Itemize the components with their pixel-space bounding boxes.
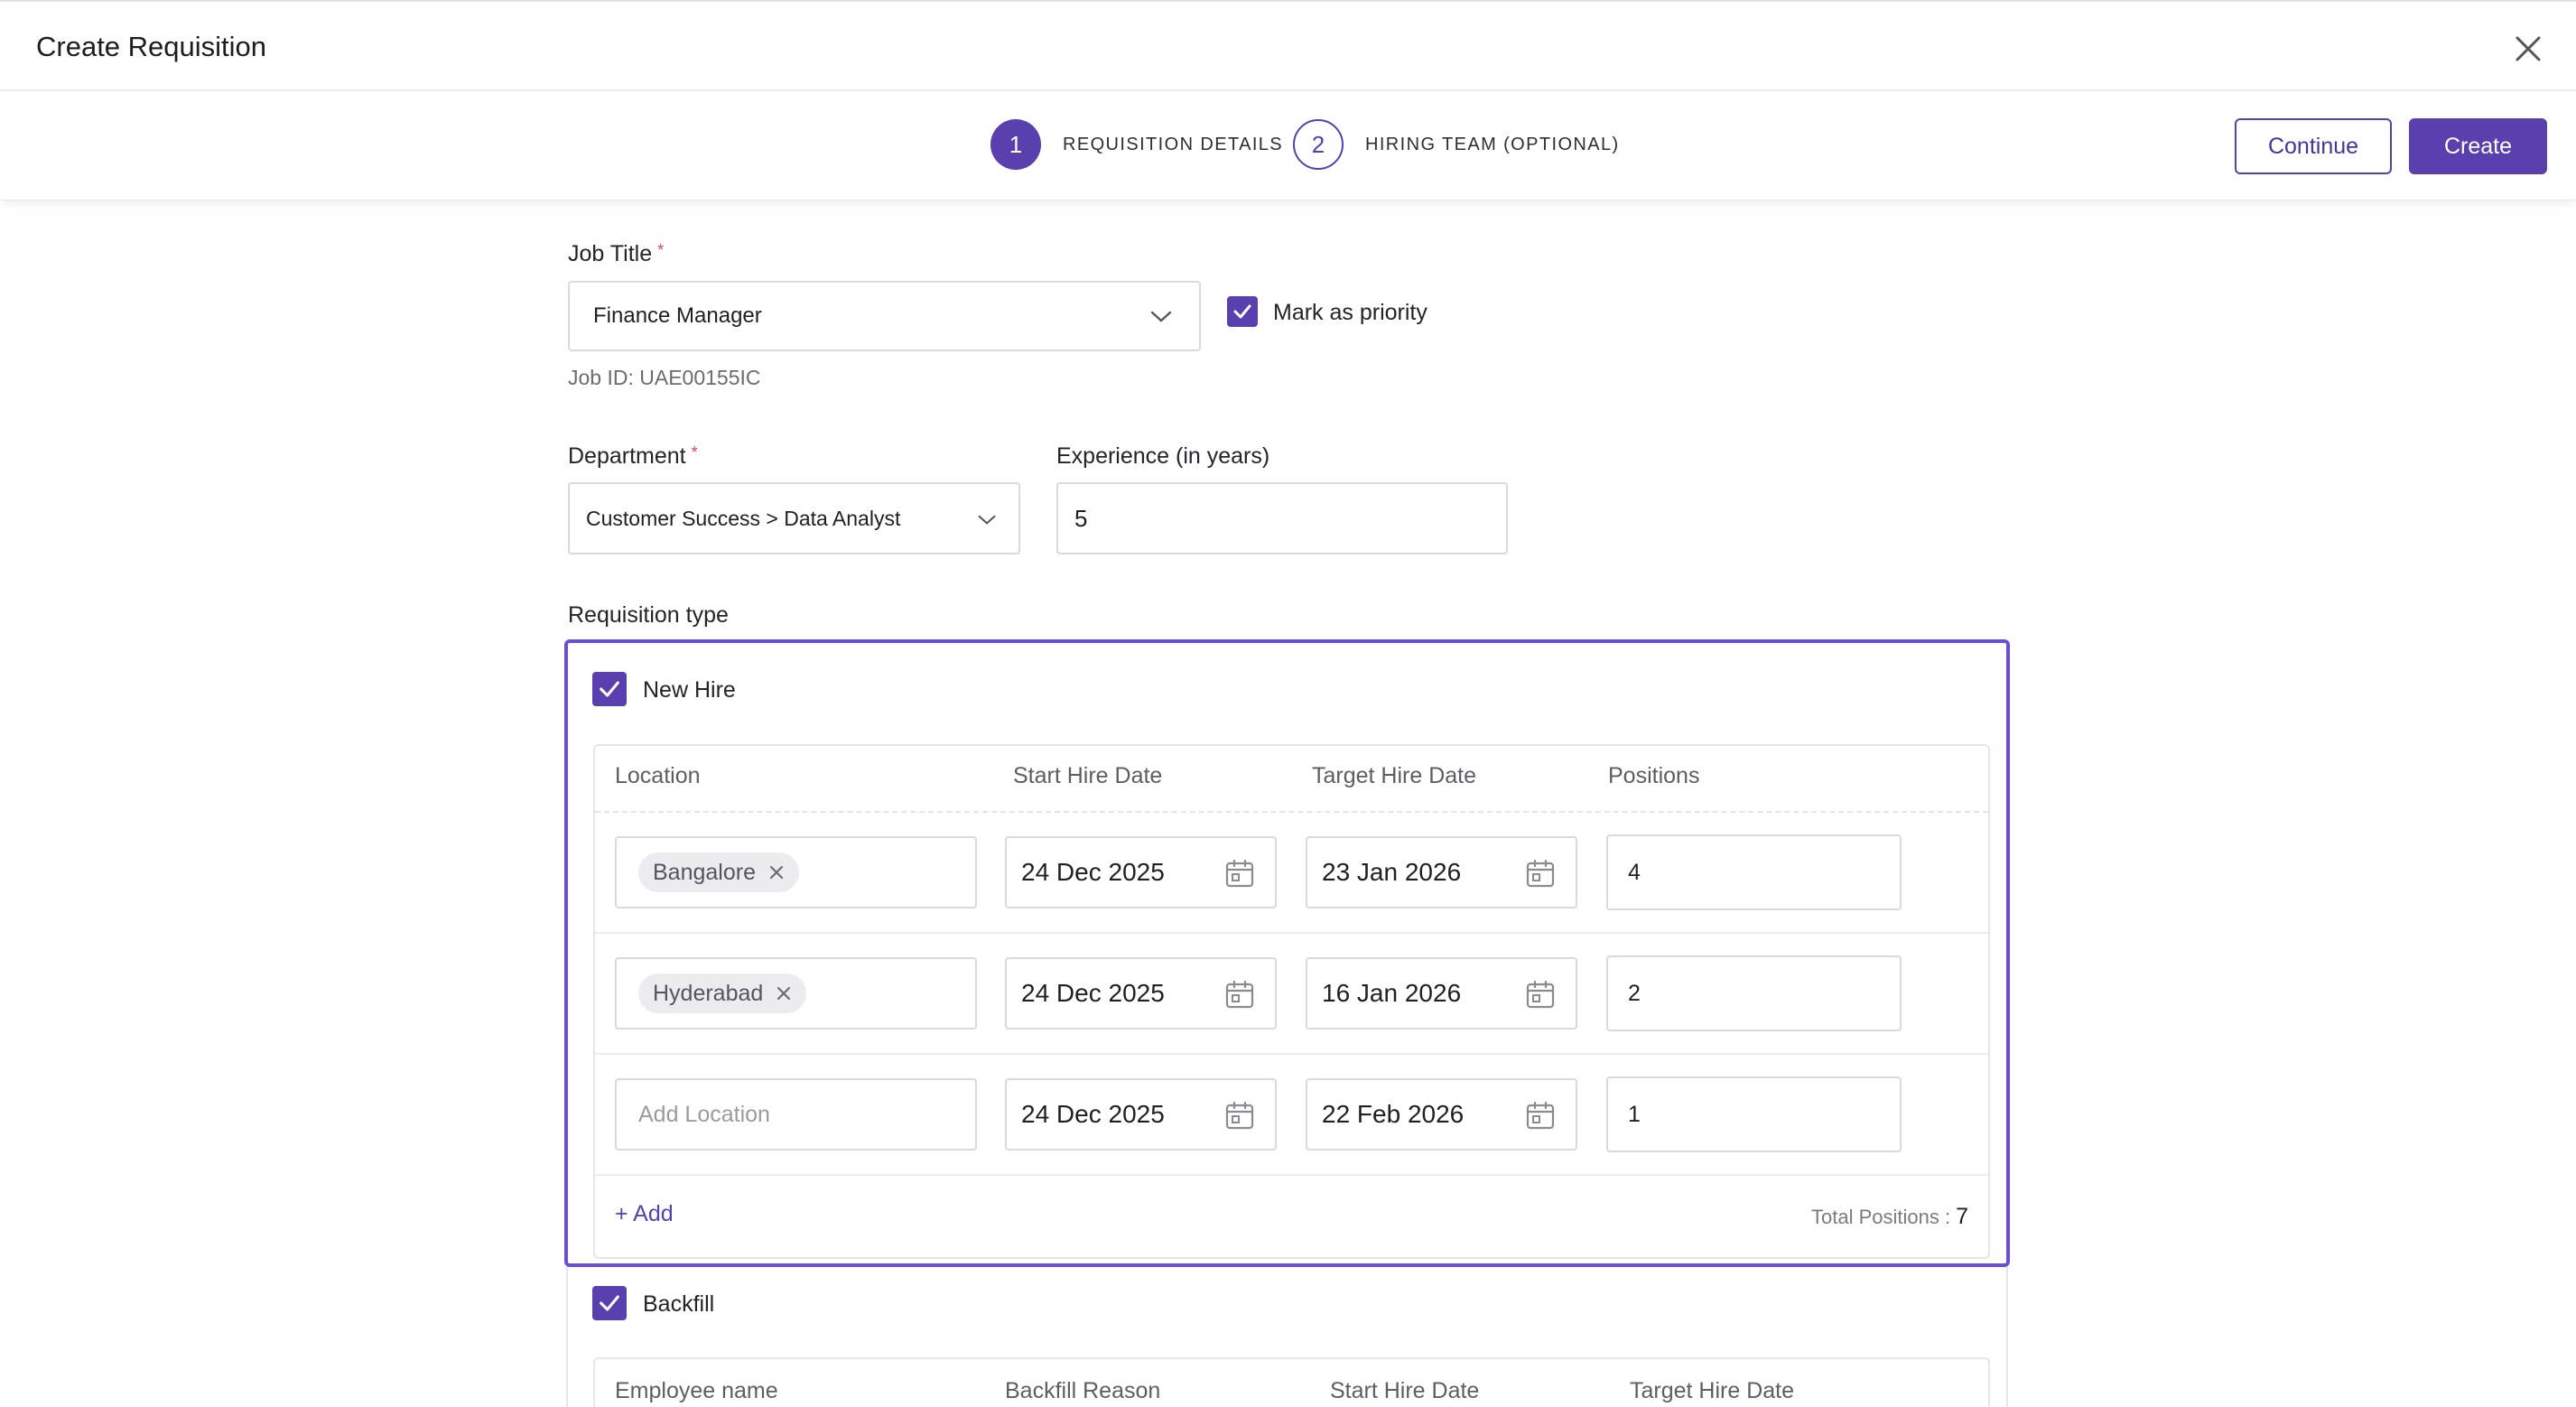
remove-chip-icon[interactable] — [767, 862, 786, 882]
positions-input[interactable]: 1 — [1606, 1076, 1902, 1152]
step-hiring-team[interactable]: 2 HIRING TEAM (OPTIONAL) — [1293, 118, 1620, 171]
modal-title: Create Requisition — [36, 31, 267, 62]
experience-value: 5 — [1074, 504, 1088, 532]
close-icon[interactable] — [2510, 31, 2546, 67]
new-hire-label: New Hire — [643, 677, 736, 703]
column-header-start-date: Start Hire Date — [1013, 763, 1163, 788]
calendar-icon[interactable] — [1224, 858, 1255, 889]
target-hire-date-value: 16 Jan 2026 — [1322, 979, 1462, 1007]
start-hire-date-value: 24 Dec 2025 — [1021, 979, 1165, 1007]
target-hire-date-value: 23 Jan 2026 — [1322, 858, 1462, 886]
total-positions: Total Positions :7 — [1811, 1204, 1968, 1230]
continue-button[interactable]: Continue — [2235, 118, 2392, 174]
chevron-down-icon — [1150, 311, 1172, 322]
experience-label: Experience (in years) — [1056, 443, 1270, 469]
required-marker: * — [657, 241, 665, 259]
department-select[interactable]: Customer Success > Data Analyst — [568, 482, 1020, 554]
remove-chip-icon[interactable] — [774, 983, 794, 1003]
row-divider — [595, 1174, 1988, 1176]
total-positions-label: Total Positions : — [1811, 1206, 1951, 1228]
start-hire-date-input[interactable]: 24 Dec 2025 — [1005, 957, 1277, 1030]
new-hire-checkbox[interactable] — [592, 672, 627, 706]
positions-value: 1 — [1628, 1101, 1641, 1127]
job-title-label-text: Job Title — [568, 241, 653, 266]
target-hire-date-input[interactable]: 23 Jan 2026 — [1306, 836, 1577, 908]
row-divider — [595, 932, 1988, 934]
create-button[interactable]: Create — [2409, 118, 2547, 174]
job-title-select[interactable]: Finance Manager — [568, 281, 1201, 351]
chevron-down-icon — [978, 515, 996, 525]
check-icon — [1233, 304, 1251, 319]
positions-value: 4 — [1628, 859, 1641, 885]
experience-input[interactable]: 5 — [1056, 482, 1508, 554]
job-title-value: Finance Manager — [593, 303, 762, 328]
target-hire-date-value: 22 Feb 2026 — [1322, 1100, 1465, 1128]
column-header-employee-name: Employee name — [615, 1378, 778, 1403]
stepper-bar: 1 REQUISITION DETAILS 2 HIRING TEAM (OPT… — [0, 91, 2576, 200]
total-positions-value: 7 — [1956, 1204, 1968, 1229]
calendar-icon[interactable] — [1525, 979, 1556, 1010]
header-divider — [595, 811, 1988, 813]
job-id-text: Job ID: UAE00155IC — [568, 366, 761, 389]
step-number: 1 — [990, 119, 1041, 170]
requisition-type-label: Requisition type — [568, 602, 729, 628]
calendar-icon[interactable] — [1224, 979, 1255, 1010]
job-title-label: Job Title * — [568, 241, 664, 267]
start-hire-date-input[interactable]: 24 Dec 2025 — [1005, 1078, 1277, 1151]
column-header-target-date: Target Hire Date — [1312, 763, 1477, 788]
priority-checkbox[interactable] — [1227, 296, 1258, 327]
backfill-table — [593, 1357, 1990, 1407]
calendar-icon[interactable] — [1224, 1100, 1255, 1131]
department-label-text: Department — [568, 443, 686, 469]
start-hire-date-value: 24 Dec 2025 — [1021, 858, 1165, 886]
positions-input[interactable]: 2 — [1606, 955, 1902, 1031]
start-hire-date-input[interactable]: 24 Dec 2025 — [1005, 836, 1277, 908]
check-icon — [600, 681, 619, 697]
location-placeholder: Add Location — [638, 1101, 770, 1127]
required-marker: * — [691, 443, 698, 461]
location-input[interactable]: Add Location — [615, 1078, 977, 1151]
step-label: HIRING TEAM (OPTIONAL) — [1365, 134, 1620, 154]
add-location-button[interactable]: + Add — [615, 1201, 674, 1226]
location-chip-label: Hyderabad — [653, 980, 764, 1006]
row-divider — [595, 1053, 1988, 1055]
location-input[interactable]: Hyderabad — [615, 957, 977, 1030]
calendar-icon[interactable] — [1525, 1100, 1556, 1131]
positions-input[interactable]: 4 — [1606, 834, 1902, 910]
location-chip-label: Bangalore — [653, 859, 756, 885]
backfill-label: Backfill — [643, 1291, 715, 1317]
department-value: Customer Success > Data Analyst — [586, 506, 901, 530]
step-number: 2 — [1293, 119, 1344, 170]
target-hire-date-input[interactable]: 16 Jan 2026 — [1306, 957, 1577, 1030]
column-header-backfill-reason: Backfill Reason — [1005, 1378, 1161, 1403]
positions-value: 2 — [1628, 980, 1641, 1006]
target-hire-date-input[interactable]: 22 Feb 2026 — [1306, 1078, 1577, 1151]
location-input[interactable]: Bangalore — [615, 836, 977, 908]
modal-header: Create Requisition — [0, 0, 2576, 91]
calendar-icon[interactable] — [1525, 858, 1556, 889]
department-label: Department * — [568, 443, 698, 470]
priority-label: Mark as priority — [1273, 300, 1427, 325]
column-header-start-date: Start Hire Date — [1330, 1378, 1480, 1403]
check-icon — [600, 1295, 619, 1311]
location-chip: Hyderabad — [638, 974, 807, 1013]
location-chip: Bangalore — [638, 853, 799, 892]
column-header-location: Location — [615, 763, 701, 788]
step-label: REQUISITION DETAILS — [1063, 134, 1284, 154]
column-header-target-date: Target Hire Date — [1630, 1378, 1795, 1403]
start-hire-date-value: 24 Dec 2025 — [1021, 1100, 1165, 1128]
column-header-positions: Positions — [1608, 763, 1700, 788]
step-requisition-details[interactable]: 1 REQUISITION DETAILS — [990, 118, 1283, 171]
backfill-checkbox[interactable] — [592, 1286, 627, 1320]
